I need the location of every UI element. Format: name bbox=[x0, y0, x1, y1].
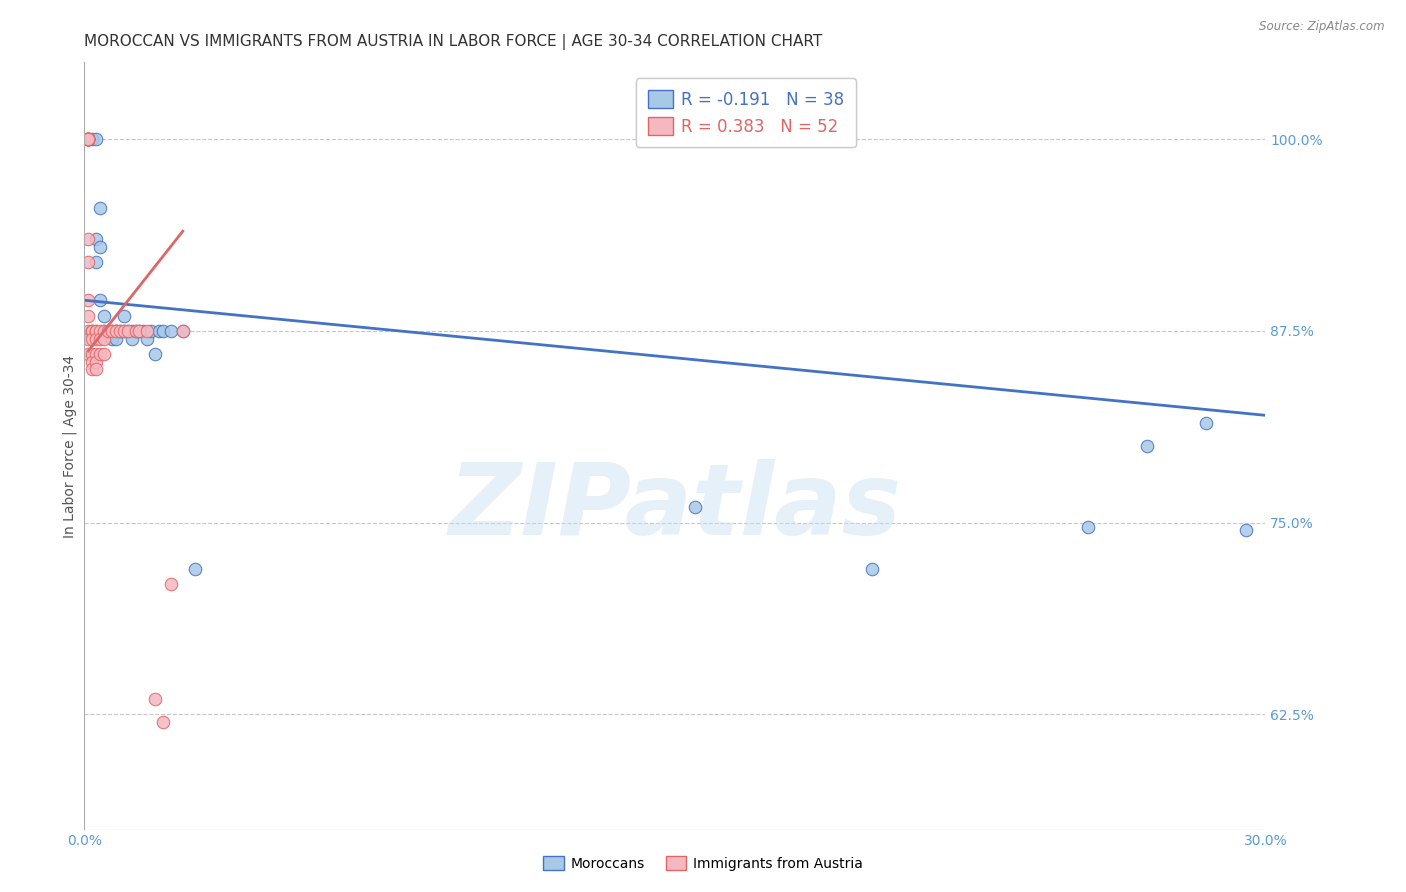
Point bbox=[152, 715, 174, 730]
Point bbox=[160, 324, 183, 338]
Point bbox=[121, 324, 143, 338]
Point bbox=[128, 324, 150, 338]
Point bbox=[108, 324, 131, 338]
Point bbox=[89, 347, 111, 361]
Point bbox=[84, 347, 107, 361]
Point bbox=[82, 132, 104, 146]
Point bbox=[77, 132, 100, 146]
Point bbox=[101, 324, 124, 338]
Point bbox=[77, 132, 100, 146]
Point bbox=[77, 132, 100, 146]
Point bbox=[77, 132, 100, 146]
Legend: Moroccans, Immigrants from Austria: Moroccans, Immigrants from Austria bbox=[537, 850, 869, 876]
Point bbox=[141, 324, 163, 338]
Point bbox=[104, 324, 127, 338]
Point bbox=[77, 347, 100, 361]
Point bbox=[93, 347, 115, 361]
Point bbox=[84, 132, 107, 146]
Point bbox=[1077, 520, 1099, 534]
Point bbox=[108, 324, 131, 338]
Point bbox=[77, 132, 100, 146]
Point bbox=[93, 324, 115, 338]
Point bbox=[160, 577, 183, 591]
Point bbox=[112, 324, 135, 338]
Point bbox=[121, 332, 143, 346]
Point bbox=[84, 255, 107, 269]
Point bbox=[89, 324, 111, 338]
Point bbox=[97, 324, 120, 338]
Point bbox=[89, 201, 111, 215]
Point bbox=[104, 332, 127, 346]
Point bbox=[84, 362, 107, 376]
Point bbox=[117, 324, 139, 338]
Point bbox=[77, 132, 100, 146]
Point bbox=[97, 324, 120, 338]
Point bbox=[77, 132, 100, 146]
Point bbox=[77, 132, 100, 146]
Point bbox=[136, 324, 159, 338]
Point bbox=[82, 324, 104, 338]
Point bbox=[860, 562, 883, 576]
Point bbox=[77, 332, 100, 346]
Point bbox=[112, 324, 135, 338]
Point bbox=[1195, 416, 1218, 430]
Point bbox=[101, 324, 124, 338]
Point bbox=[77, 232, 100, 246]
Point bbox=[84, 232, 107, 246]
Point bbox=[104, 324, 127, 338]
Point bbox=[104, 324, 127, 338]
Point bbox=[143, 347, 166, 361]
Point bbox=[82, 354, 104, 368]
Point bbox=[183, 562, 205, 576]
Point bbox=[89, 332, 111, 346]
Point bbox=[128, 324, 150, 338]
Legend: R = -0.191   N = 38, R = 0.383   N = 52: R = -0.191 N = 38, R = 0.383 N = 52 bbox=[636, 78, 856, 147]
Point bbox=[93, 309, 115, 323]
Point bbox=[84, 324, 107, 338]
Point bbox=[77, 132, 100, 146]
Point bbox=[136, 332, 159, 346]
Point bbox=[112, 309, 135, 323]
Point bbox=[84, 354, 107, 368]
Point bbox=[77, 293, 100, 308]
Point bbox=[84, 324, 107, 338]
Text: ZIPatlas: ZIPatlas bbox=[449, 458, 901, 556]
Point bbox=[89, 239, 111, 253]
Point bbox=[172, 324, 194, 338]
Point bbox=[93, 324, 115, 338]
Point bbox=[683, 500, 706, 515]
Text: Source: ZipAtlas.com: Source: ZipAtlas.com bbox=[1260, 20, 1385, 33]
Point bbox=[84, 332, 107, 346]
Y-axis label: In Labor Force | Age 30-34: In Labor Force | Age 30-34 bbox=[63, 354, 77, 538]
Point bbox=[172, 324, 194, 338]
Point bbox=[82, 332, 104, 346]
Point bbox=[124, 324, 146, 338]
Point bbox=[143, 692, 166, 706]
Point bbox=[101, 332, 124, 346]
Point bbox=[77, 132, 100, 146]
Point bbox=[77, 309, 100, 323]
Point bbox=[152, 324, 174, 338]
Point bbox=[82, 362, 104, 376]
Point bbox=[89, 293, 111, 308]
Point bbox=[82, 324, 104, 338]
Point bbox=[1234, 524, 1257, 538]
Point bbox=[82, 324, 104, 338]
Point bbox=[124, 324, 146, 338]
Point bbox=[132, 324, 155, 338]
Point bbox=[1136, 439, 1159, 453]
Point bbox=[77, 324, 100, 338]
Point bbox=[77, 132, 100, 146]
Point bbox=[117, 324, 139, 338]
Point bbox=[77, 132, 100, 146]
Point bbox=[82, 347, 104, 361]
Point bbox=[77, 255, 100, 269]
Text: MOROCCAN VS IMMIGRANTS FROM AUSTRIA IN LABOR FORCE | AGE 30-34 CORRELATION CHART: MOROCCAN VS IMMIGRANTS FROM AUSTRIA IN L… bbox=[84, 34, 823, 50]
Point bbox=[77, 132, 100, 146]
Point bbox=[93, 332, 115, 346]
Point bbox=[148, 324, 170, 338]
